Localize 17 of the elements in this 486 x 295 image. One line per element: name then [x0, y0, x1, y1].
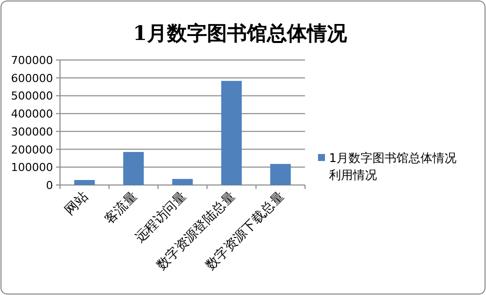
bar — [123, 152, 144, 185]
y-tick-label: 700000 — [11, 54, 53, 67]
y-tick-label: 500000 — [11, 90, 53, 103]
bar — [74, 180, 95, 185]
y-tick-label: 600000 — [11, 72, 53, 85]
y-tick-label: 400000 — [11, 108, 53, 121]
x-tick-label: 网站 — [62, 189, 92, 218]
x-tick-label: 客流量 — [101, 188, 140, 228]
chart-title: 1月数字图书馆总体情况 — [133, 21, 348, 45]
legend-label: 1月数字图书馆总体情况利用情况 — [329, 151, 457, 182]
y-tick-label: 200000 — [11, 143, 53, 156]
y-tick-label: 300000 — [11, 125, 53, 138]
bar — [172, 178, 193, 185]
y-tick-label: 100000 — [11, 161, 53, 174]
y-tick-label: 0 — [46, 179, 53, 192]
bar — [270, 164, 291, 185]
bar — [221, 80, 242, 185]
